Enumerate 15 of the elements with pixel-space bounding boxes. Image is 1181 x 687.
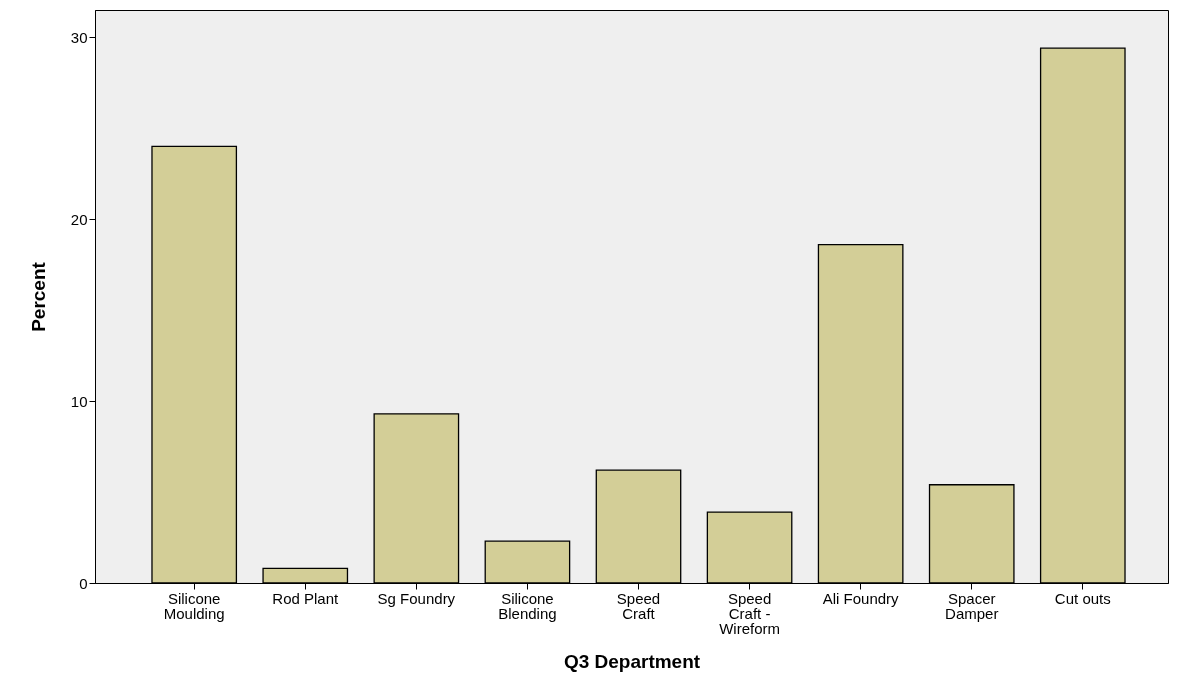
x-tick-label: Silicone Moulding	[163, 589, 225, 622]
y-tick-label: 20	[70, 210, 88, 228]
x-tick-label: Silicone Blending	[498, 589, 557, 622]
y-tick-label: 10	[70, 392, 88, 410]
y-axis-title: Percent	[27, 261, 49, 332]
y-tick-label: 0	[79, 574, 88, 592]
x-axis-title: Q3 Department	[563, 650, 701, 672]
y-tick-label: 30	[70, 28, 88, 46]
x-tick-label: Speed Craft - Wireform	[719, 589, 780, 637]
x-tick-label: Speed Craft	[616, 589, 661, 622]
x-tick-label: Rod Plant	[272, 589, 340, 607]
x-tick-label: Ali Foundry	[822, 589, 900, 607]
x-tick-label: Sg Foundry	[377, 589, 456, 607]
x-tick-label: Spacer Damper	[945, 589, 999, 622]
x-tick-label: Cut outs	[1054, 589, 1111, 607]
